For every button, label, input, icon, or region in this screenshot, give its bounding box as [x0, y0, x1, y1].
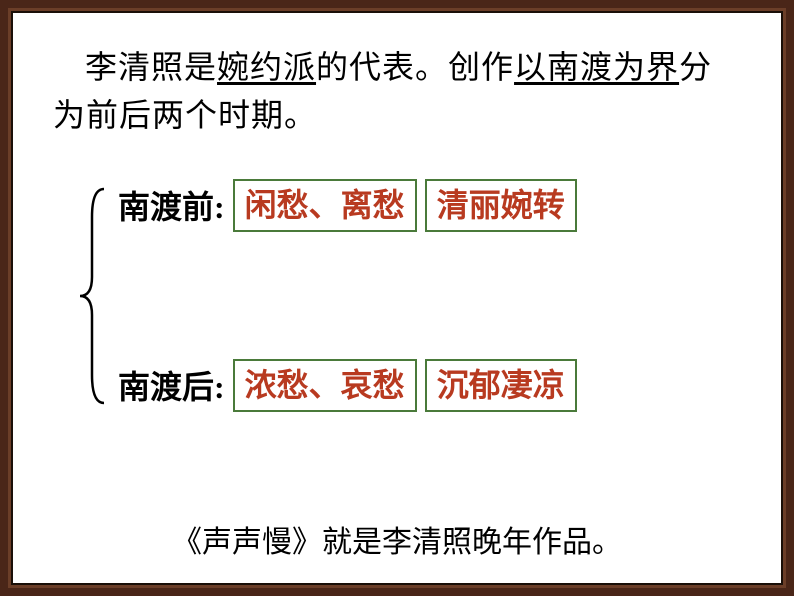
slide-frame-outer: 李清照是婉约派的代表。创作以南渡为界分为前后两个时期。 南渡前: 闲愁、离愁 清… — [8, 8, 786, 588]
intro-paragraph: 李清照是婉约派的代表。创作以南渡为界分为前后两个时期。 — [53, 43, 741, 139]
slide-frame-inner: 李清照是婉约派的代表。创作以南渡为界分为前后两个时期。 南渡前: 闲愁、离愁 清… — [11, 11, 783, 585]
diagram-area: 南渡前: 闲愁、离愁 清丽婉转 南渡后: 浓愁、哀愁 沉郁凄凉 — [78, 179, 741, 459]
row-after: 南渡后: 浓愁、哀愁 沉郁凄凉 — [118, 359, 577, 412]
box-before-1: 闲愁、离愁 — [233, 179, 417, 232]
intro-underlined2: 以南渡为界 — [514, 49, 679, 85]
intro-part1: 李清照是 — [85, 49, 217, 85]
label-after: 南渡后: — [118, 362, 225, 408]
intro-underlined1: 婉约派 — [217, 49, 316, 85]
box-after-1: 浓愁、哀愁 — [233, 359, 417, 412]
box-after-2: 沉郁凄凉 — [425, 359, 577, 412]
row-before: 南渡前: 闲愁、离愁 清丽婉转 — [118, 179, 577, 232]
intro-part2: 的代表。创作 — [316, 49, 514, 85]
box-before-2: 清丽婉转 — [425, 179, 577, 232]
footnote: 《声声慢》就是李清照晚年作品。 — [13, 517, 781, 561]
left-brace-icon — [78, 187, 108, 405]
label-before: 南渡前: — [118, 182, 225, 228]
